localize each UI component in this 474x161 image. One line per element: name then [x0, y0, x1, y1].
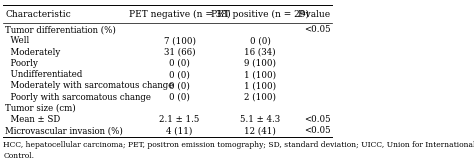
Text: 0 (0): 0 (0)	[169, 81, 190, 90]
Text: 0 (0): 0 (0)	[169, 59, 190, 68]
Text: 0 (0): 0 (0)	[169, 70, 190, 79]
Text: 2.1 ± 1.5: 2.1 ± 1.5	[159, 115, 200, 124]
Text: <0.05: <0.05	[304, 115, 330, 124]
Text: 31 (66): 31 (66)	[164, 47, 195, 57]
Text: Mean ± SD: Mean ± SD	[5, 115, 60, 124]
Text: 7 (100): 7 (100)	[164, 36, 195, 45]
Text: 12 (41): 12 (41)	[244, 126, 276, 135]
Text: Undifferentiated: Undifferentiated	[5, 70, 82, 79]
Text: HCC, hepatocellular carcinoma; PET, positron emission tomography; SD, standard d: HCC, hepatocellular carcinoma; PET, posi…	[3, 141, 474, 149]
Text: PET positive (n = 29): PET positive (n = 29)	[211, 9, 309, 19]
Text: 0 (0): 0 (0)	[250, 36, 271, 45]
Text: Moderately with sarcomatous change: Moderately with sarcomatous change	[5, 81, 173, 90]
Text: Microvascular invasion (%): Microvascular invasion (%)	[5, 126, 123, 135]
Text: 1 (100): 1 (100)	[244, 70, 276, 79]
Text: 9 (100): 9 (100)	[244, 59, 276, 68]
Text: 2 (100): 2 (100)	[244, 93, 276, 102]
Text: 4 (11): 4 (11)	[166, 126, 193, 135]
Text: Tumor size (cm): Tumor size (cm)	[5, 104, 76, 113]
Text: Poorly: Poorly	[5, 59, 38, 68]
Text: 5.1 ± 4.3: 5.1 ± 4.3	[240, 115, 280, 124]
Text: Control.: Control.	[3, 152, 34, 160]
Text: Moderately: Moderately	[5, 47, 60, 57]
Text: PET negative (n = 38): PET negative (n = 38)	[129, 9, 230, 19]
Text: 0 (0): 0 (0)	[169, 93, 190, 102]
Text: <0.05: <0.05	[304, 126, 330, 135]
Text: Well: Well	[5, 36, 29, 45]
Text: Tumor differentiation (%): Tumor differentiation (%)	[5, 25, 116, 34]
Text: 16 (34): 16 (34)	[244, 47, 276, 57]
Text: <0.05: <0.05	[304, 25, 330, 34]
Text: 1 (100): 1 (100)	[244, 81, 276, 90]
Text: P-value: P-value	[297, 9, 330, 19]
Text: Poorly with sarcomatous change: Poorly with sarcomatous change	[5, 93, 151, 102]
Text: Characteristic: Characteristic	[5, 9, 71, 19]
